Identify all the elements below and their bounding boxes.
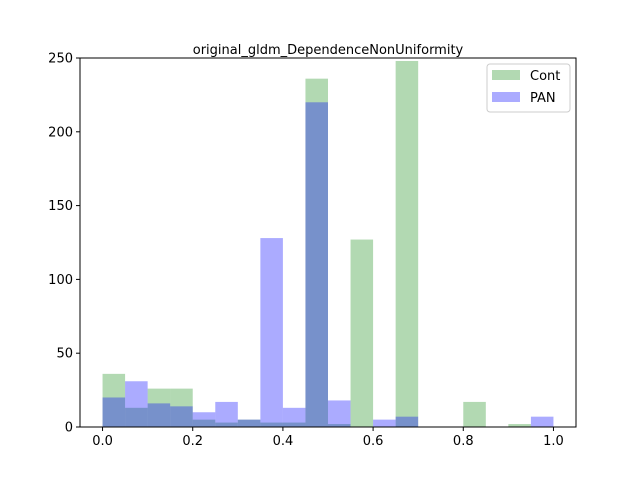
bar-pan-bin-4 bbox=[192, 412, 216, 427]
x-tick-label: 1.0 bbox=[543, 434, 564, 449]
y-tick-label: 100 bbox=[48, 273, 73, 288]
bar-cont-bin-2 bbox=[147, 388, 171, 427]
bar-pan-bin-8 bbox=[282, 407, 306, 427]
legend-label-cont: Cont bbox=[530, 69, 560, 84]
legend-swatch-pan bbox=[492, 92, 520, 102]
y-tick-label: 200 bbox=[48, 125, 73, 140]
bar-cont-bin-16 bbox=[463, 401, 486, 427]
legend-box bbox=[486, 63, 571, 113]
x-tick-label: 0.8 bbox=[453, 434, 474, 449]
bar-cont-bin-11 bbox=[350, 239, 374, 427]
legend-label-pan: PAN bbox=[530, 91, 556, 106]
bar-cont-bin-13 bbox=[395, 60, 419, 428]
bar-cont-bin-10 bbox=[328, 424, 351, 427]
bar-cont-bin-1 bbox=[125, 407, 148, 427]
bar-pan-bin-12 bbox=[373, 419, 396, 427]
x-tick-label: 0.4 bbox=[273, 434, 294, 449]
x-axis: 0.0 0.2 0.4 0.6 0.8 1.0 bbox=[92, 427, 564, 449]
bar-pan-bin-3 bbox=[170, 406, 193, 427]
series-cont-bars bbox=[102, 60, 531, 428]
x-tick-label: 0.2 bbox=[182, 434, 203, 449]
bar-pan-bin-0 bbox=[102, 397, 126, 427]
series-pan-bars bbox=[102, 102, 554, 427]
bar-cont-bin-7 bbox=[260, 422, 283, 427]
bar-cont-bin-4 bbox=[192, 419, 216, 427]
y-tick-label: 150 bbox=[48, 199, 73, 214]
x-tick-label: 0.6 bbox=[363, 434, 384, 449]
bar-pan-bin-5 bbox=[215, 401, 238, 427]
bar-cont-bin-6 bbox=[237, 419, 261, 427]
bar-cont-bin-18 bbox=[508, 424, 531, 427]
plot-frame bbox=[79, 57, 577, 428]
chart-title: original_gldm_DependenceNonUniformity bbox=[193, 43, 464, 58]
bar-pan-bin-1 bbox=[125, 381, 148, 427]
legend: Cont PAN bbox=[486, 63, 571, 113]
bar-pan-bin-19 bbox=[530, 416, 554, 427]
bar-cont-bin-8 bbox=[282, 422, 306, 427]
y-tick-label: 0 bbox=[65, 421, 73, 436]
y-tick-label: 50 bbox=[56, 347, 73, 362]
legend-swatch-cont bbox=[492, 70, 520, 80]
bar-cont-bin-0 bbox=[102, 373, 126, 427]
bar-cont-bin-5 bbox=[215, 422, 238, 427]
bar-pan-bin-2 bbox=[147, 403, 171, 427]
y-axis: 0 50 100 150 200 250 bbox=[48, 52, 80, 436]
bar-cont-bin-3 bbox=[170, 388, 193, 427]
x-tick-label: 0.0 bbox=[92, 434, 113, 449]
bar-pan-bin-10 bbox=[328, 400, 351, 427]
bar-pan-bin-13 bbox=[395, 416, 419, 427]
bar-cont-bin-9 bbox=[305, 78, 328, 427]
bar-pan-bin-6 bbox=[237, 419, 261, 427]
bar-pan-bin-7 bbox=[260, 238, 283, 427]
bar-pan-bin-9 bbox=[305, 102, 328, 427]
y-tick-label: 250 bbox=[48, 52, 73, 67]
